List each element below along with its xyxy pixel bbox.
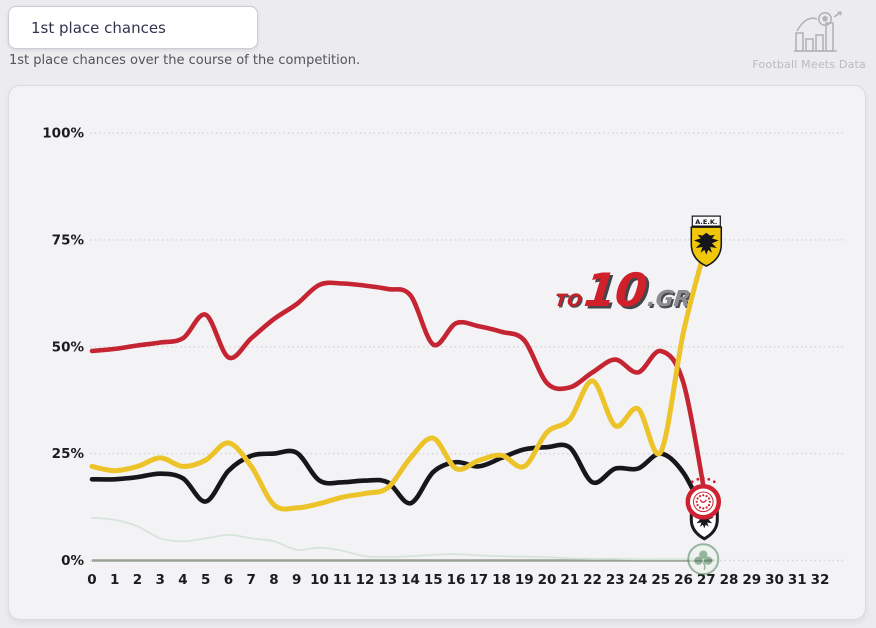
metric-selector-button[interactable]: 1st place chances <box>8 6 258 49</box>
football-chart-icon <box>794 11 842 52</box>
chart-description: 1st place chances over the course of the… <box>9 53 361 68</box>
brand-label: Football Meets Data <box>752 58 866 71</box>
chart-card <box>8 85 866 620</box>
brand: Football Meets Data <box>736 8 868 74</box>
